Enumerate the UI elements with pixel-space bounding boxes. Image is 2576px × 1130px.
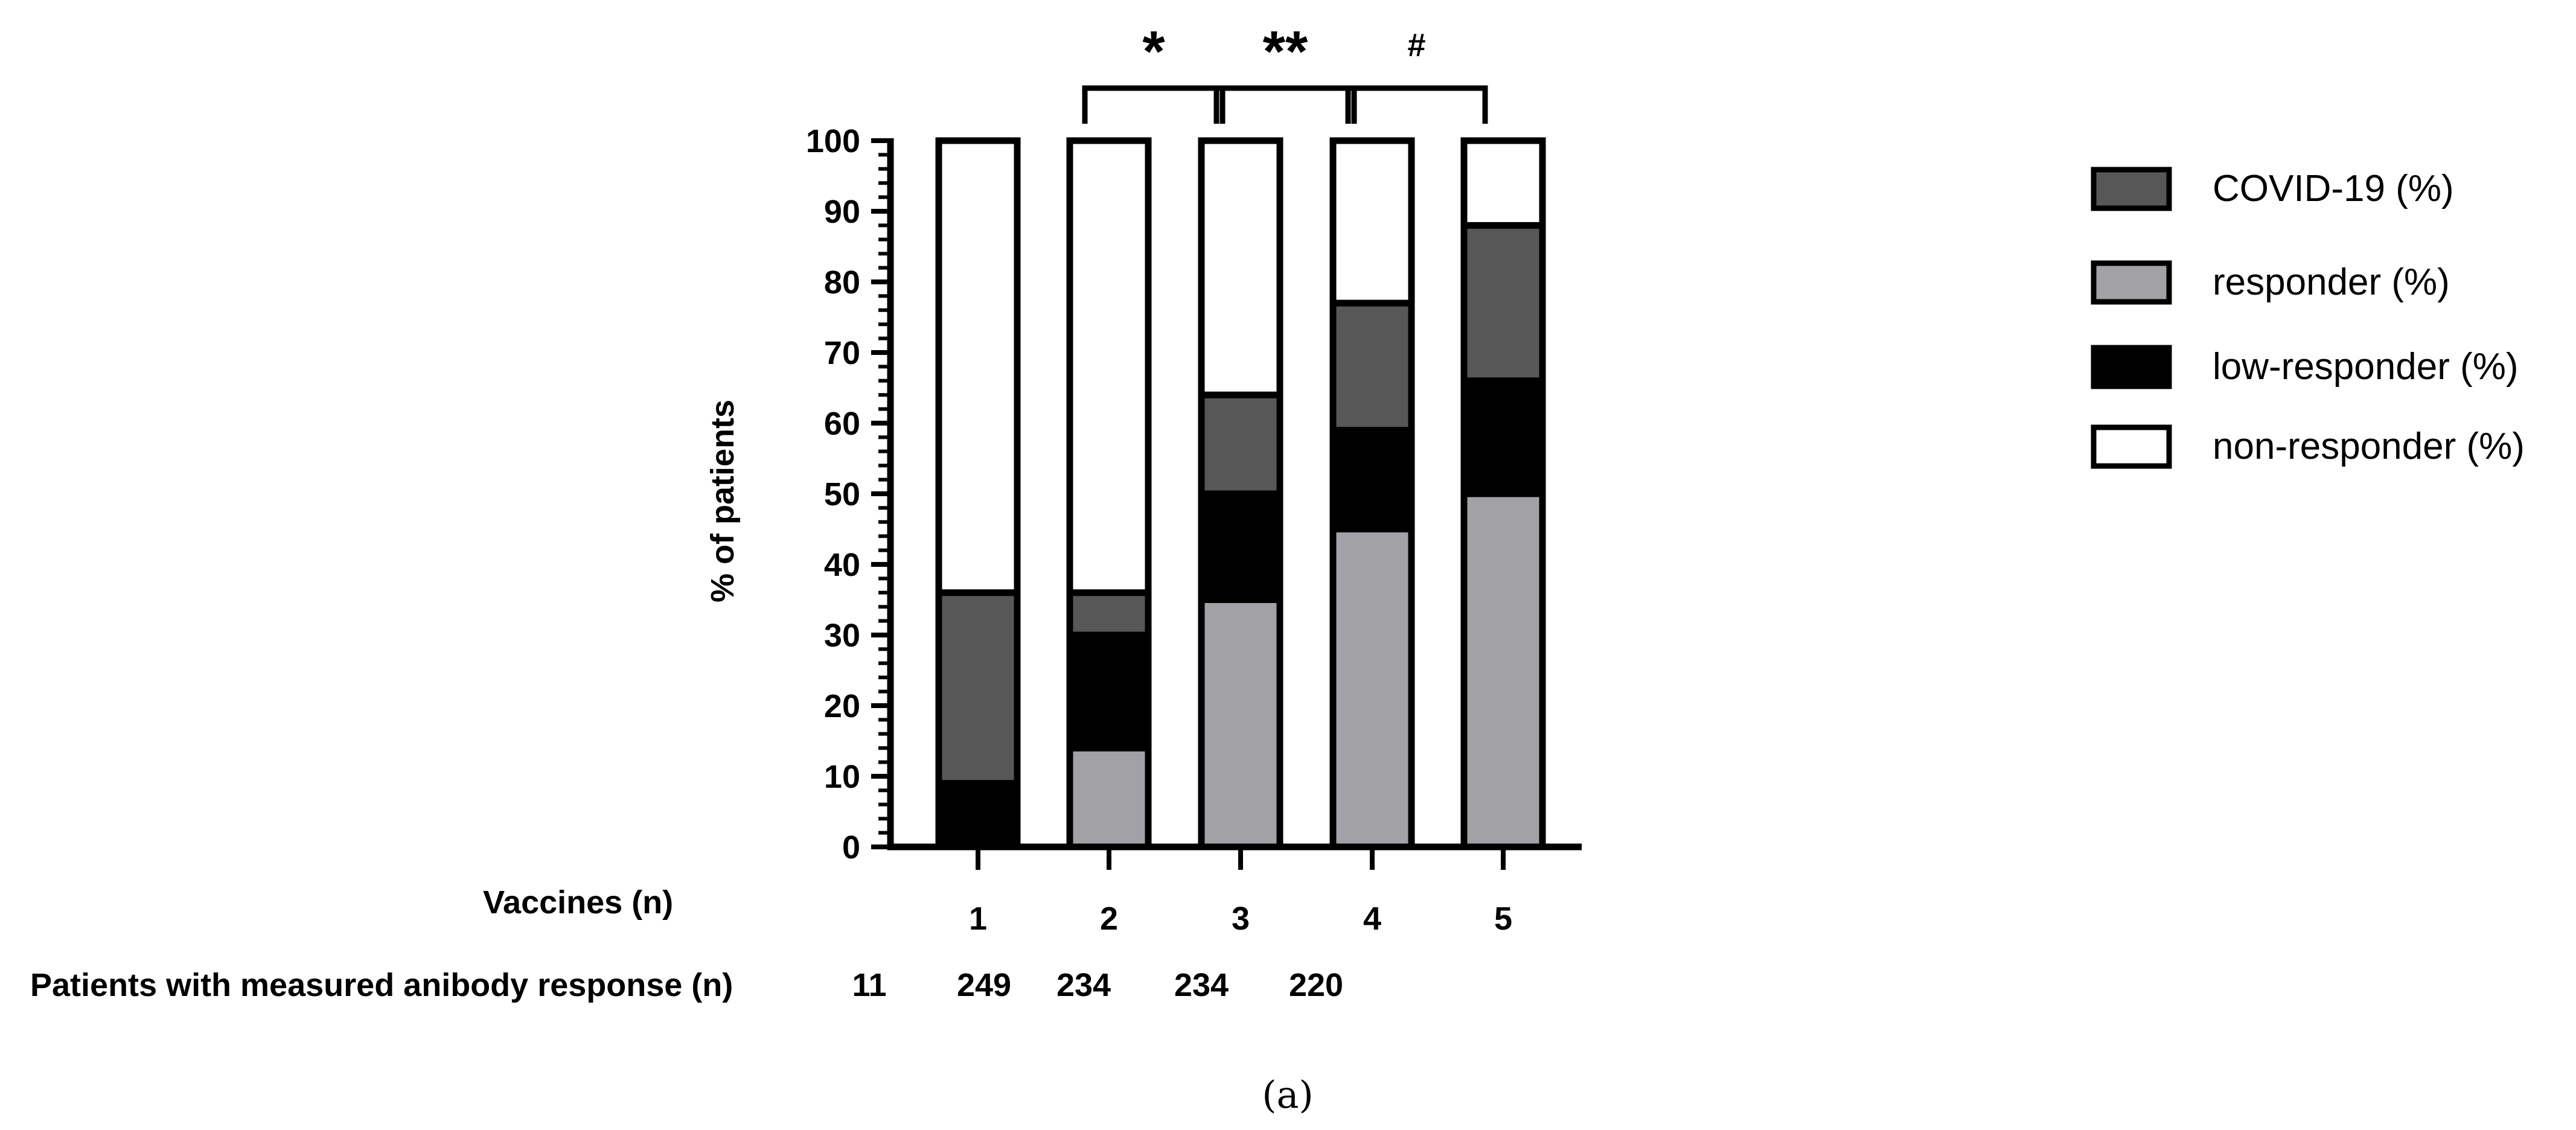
significance-label: ** [1263, 19, 1308, 84]
significance-label: * [1142, 19, 1165, 84]
bar-segment-non-responder-2 [1066, 137, 1152, 596]
bar-segment-responder-4 [1329, 526, 1415, 851]
y-tick-label: 10 [824, 759, 860, 795]
x-tick-label: 3 [1232, 901, 1250, 937]
bar-segment-responder-2 [1066, 744, 1152, 851]
x-tick-label: 5 [1494, 901, 1512, 937]
significance-label: # [1407, 27, 1425, 63]
y-tick-label: 40 [824, 547, 860, 583]
legend-swatch [2091, 260, 2172, 305]
x-tick-label: 2 [1100, 901, 1118, 937]
y-tick-label: 90 [824, 194, 860, 230]
significance-bracket [1082, 85, 1226, 124]
bar-segment-covid-19-1 [935, 589, 1021, 787]
bar-segment-covid-19-3 [1198, 391, 1283, 497]
y-tick-label: 30 [824, 618, 860, 654]
y-tick-label: 50 [824, 476, 860, 512]
legend: COVID-19 (%) responder (%) low-responder (… [2091, 167, 2525, 469]
bar-segment-non-responder-3 [1198, 137, 1283, 398]
patient-count: 234 [1056, 967, 1111, 1003]
legend-swatch [2091, 345, 2172, 389]
bar-segment-non-responder-4 [1329, 137, 1415, 307]
bar-segment-responder-3 [1198, 596, 1283, 851]
patient-count: 234 [1174, 967, 1229, 1003]
bar-segment-low-responder-5 [1460, 377, 1546, 497]
legend-label: low-responder (%) [2213, 346, 2519, 388]
bar-segment-low-responder-1 [935, 780, 1021, 851]
legend-label: COVID-19 (%) [2213, 168, 2454, 209]
y-tick-label: 0 [842, 829, 860, 866]
y-tick-label: 100 [806, 123, 860, 159]
bar-segment-covid-19-2 [1066, 589, 1152, 639]
bar-group [935, 137, 1546, 851]
x-tick-label: 1 [969, 901, 987, 937]
legend-label: responder (%) [2213, 261, 2450, 303]
y-tick-label: 80 [824, 264, 860, 301]
y-tick-label: 60 [824, 406, 860, 442]
x-tick-label: 4 [1363, 901, 1381, 937]
significance-annotations: * ** # [1082, 19, 1488, 124]
y-axis-title: % of patients [705, 400, 741, 602]
bar-segment-low-responder-4 [1329, 427, 1415, 533]
patient-count: 11 [852, 967, 886, 1003]
patient-count: 220 [1289, 967, 1343, 1003]
bar-segment-non-responder-1 [935, 137, 1021, 596]
legend-label: non-responder (%) [2213, 426, 2525, 467]
bar-segment-non-responder-5 [1460, 137, 1546, 229]
bar-segment-covid-19-4 [1329, 299, 1415, 434]
patients-row-label: Patients with measured anibody response … [30, 967, 733, 1003]
bar-segment-low-responder-2 [1066, 631, 1152, 752]
vaccines-row-label: Vaccines (n) [483, 884, 673, 921]
y-tick-label: 20 [824, 688, 860, 724]
significance-bracket [1345, 85, 1488, 124]
bar-segment-covid-19-5 [1460, 222, 1546, 385]
significance-bracket [1213, 85, 1357, 124]
bar-segment-responder-5 [1460, 490, 1546, 851]
legend-swatch [2091, 167, 2172, 211]
figure-caption: (a) [1262, 1073, 1313, 1117]
patient-count: 249 [957, 967, 1011, 1003]
legend-swatch [2091, 424, 2172, 469]
y-tick-label: 70 [824, 335, 860, 371]
bar-segment-low-responder-3 [1198, 490, 1283, 603]
